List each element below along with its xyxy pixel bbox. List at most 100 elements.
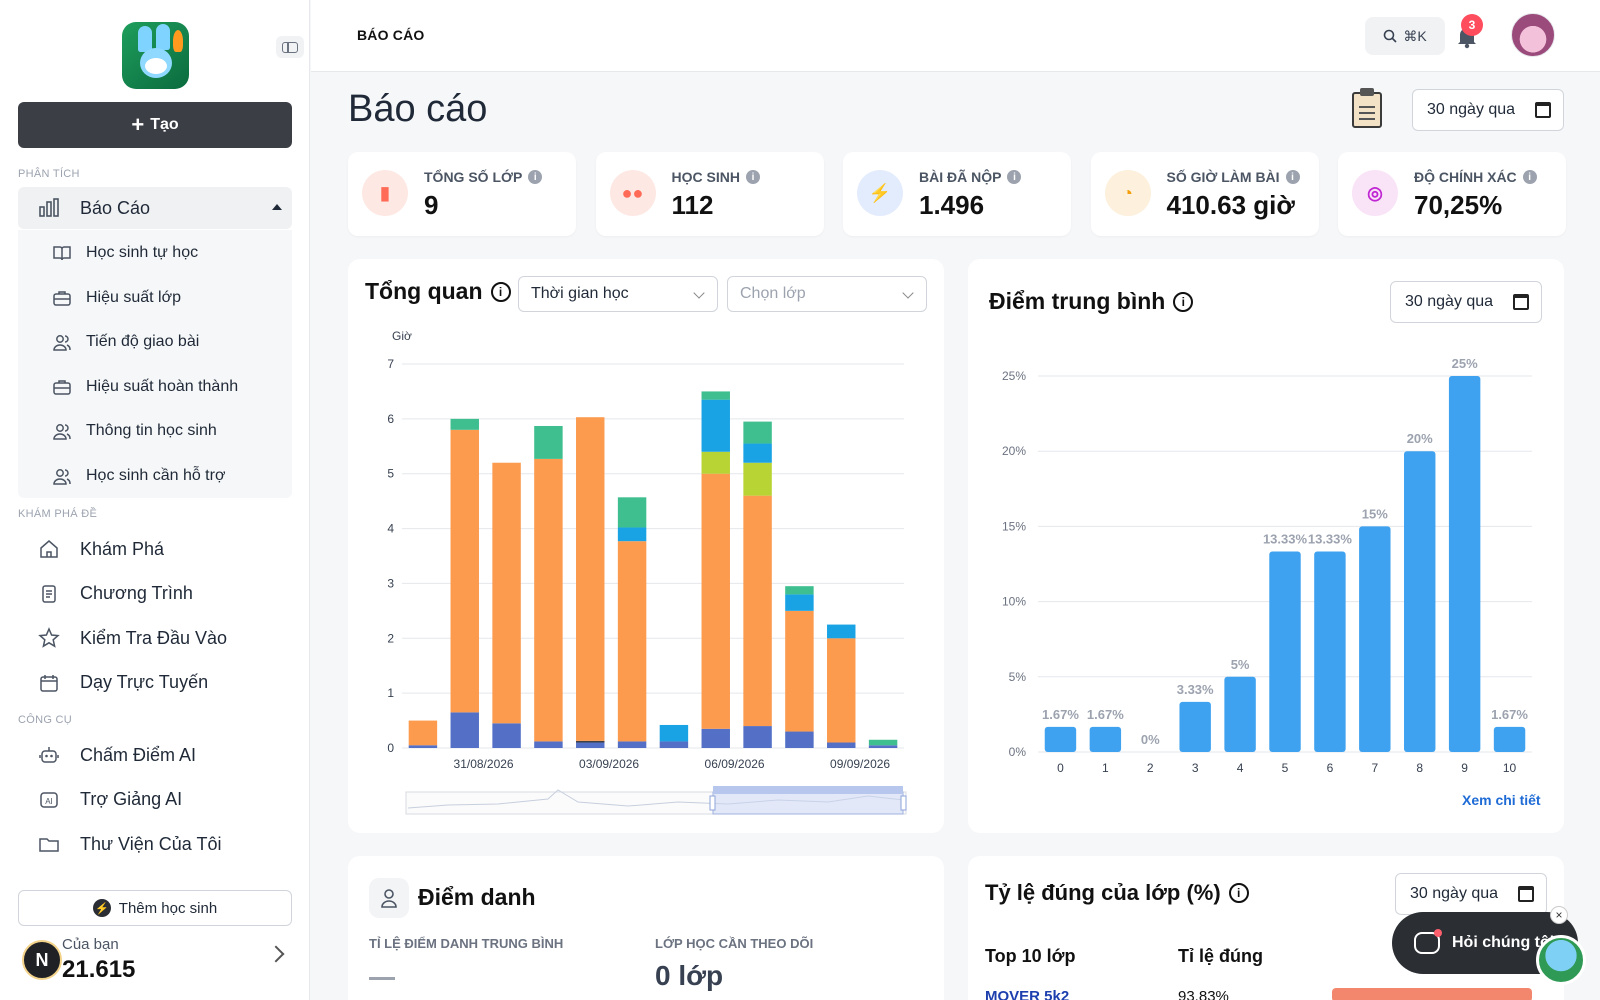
class-accuracy-value: 93.83% (1178, 988, 1229, 1000)
logo-ear (138, 26, 152, 52)
y-tick-label: 6 (387, 412, 394, 426)
y-tick-label: 0 (387, 741, 394, 755)
search-button[interactable]: ⌘K (1365, 17, 1445, 55)
target-icon: ◎ (1352, 170, 1398, 216)
bar-chart-icon (38, 197, 60, 219)
class-name-link[interactable]: MOVER 5k2 (985, 988, 1070, 1000)
attendance-panel (348, 856, 944, 1000)
sidebar-subitem-3[interactable]: Hiệu suất hoàn thành (18, 367, 292, 407)
metric-select-value: Thời gian học (531, 285, 629, 302)
info-icon[interactable]: i (490, 281, 511, 302)
bar (1089, 726, 1122, 752)
report-clipboard-icon[interactable] (1352, 88, 1382, 128)
stat-label: SỐ GIỜ LÀM BÀI (1166, 169, 1280, 185)
chat-label: Hỏi chúng tôi (1452, 934, 1555, 951)
app-logo[interactable] (122, 22, 189, 89)
briefcase-icon (52, 377, 72, 397)
y-tick-label: 10% (1002, 595, 1026, 609)
avg-attendance-label: TỈ LỆ ĐIỂM DANH TRUNG BÌNH (369, 936, 564, 951)
sidebar-item-tool-2[interactable]: Thư Viện Của Tôi (18, 823, 292, 865)
bar-segment (701, 391, 730, 400)
stat-card: ●● HỌC SINH i 112 (595, 152, 824, 236)
bar-segment (743, 421, 772, 444)
stat-card: ▮ TỔNG SỐ LỚP i 9 (348, 152, 576, 236)
points-label: Của bạn (62, 936, 119, 953)
metric-select[interactable]: Thời gian học (518, 276, 718, 312)
sidebar-item-tool-0[interactable]: Chấm Điểm AI (18, 734, 292, 776)
data-label: 1.67% (1087, 707, 1124, 722)
support-avatar[interactable] (1536, 935, 1586, 985)
sidebar-item-explore-1[interactable]: Chương Trình (18, 573, 292, 615)
sidebar-item-report[interactable]: Báo Cáo (18, 187, 292, 229)
info-icon[interactable]: i (1228, 883, 1249, 903)
bar-segment (701, 399, 730, 452)
bar-segment (450, 429, 479, 713)
sidebar-item-label: Học sinh cần hỗ trợ (86, 466, 226, 484)
user-avatar[interactable] (1511, 13, 1555, 57)
bar-segment (785, 731, 814, 748)
x-tick-label: 4 (1237, 761, 1244, 775)
y-tick-label: 5% (1009, 670, 1027, 684)
add-student-button[interactable]: ⚡ Thêm học sinh (18, 890, 292, 926)
book-icon (52, 243, 72, 263)
class-accuracy-date-picker[interactable]: 30 ngày qua (1395, 873, 1547, 915)
bar-segment (534, 741, 563, 748)
info-icon[interactable]: i (1522, 170, 1537, 184)
search-icon (1384, 29, 1397, 43)
y-tick-label: 0% (1009, 745, 1027, 759)
calendar-icon (1535, 102, 1551, 118)
sidebar-subitem-2[interactable]: Tiến độ giao bài (18, 322, 292, 362)
x-tick-label: 0 (1057, 761, 1064, 775)
sidebar: + Tạo PHÂN TÍCH Báo Cáo Học sinh tự học H… (0, 0, 310, 1000)
sidebar-subitem-0[interactable]: Học sinh tự học (18, 233, 292, 273)
sidebar-subitem-1[interactable]: Hiệu suất lớp (18, 278, 292, 318)
sidebar-item-label: Chấm Điểm AI (80, 744, 197, 765)
bar-segment (450, 418, 479, 430)
date-range-picker[interactable]: 30 ngày qua (1412, 89, 1564, 131)
sidebar-item-tool-1[interactable]: AI Trợ Giảng AI (18, 779, 292, 821)
calendar-icon (38, 672, 60, 694)
sidebar-collapse-button[interactable] (276, 36, 304, 58)
info-icon[interactable]: i (1173, 291, 1194, 312)
bar-segment (408, 720, 438, 746)
bar-segment (827, 742, 856, 748)
sidebar-subitem-5[interactable]: Học sinh cần hỗ trợ (18, 456, 292, 496)
average-date-picker[interactable]: 30 ngày qua (1390, 281, 1542, 323)
home-icon (38, 538, 60, 560)
stat-label-row: ĐỘ CHÍNH XÁC i (1414, 169, 1537, 185)
sidebar-item-explore-0[interactable]: Khám Phá (18, 528, 292, 570)
stat-value: 70,25% (1414, 190, 1503, 220)
x-tick-label: 7 (1371, 761, 1378, 775)
info-icon[interactable]: i (745, 170, 760, 184)
sidebar-subitem-4[interactable]: Thông tin học sinh (18, 411, 292, 451)
sidebar-item-explore-3[interactable]: Dạy Trực Tuyến (18, 662, 292, 704)
user-initial-avatar[interactable]: N (22, 940, 62, 980)
info-icon[interactable]: i (528, 170, 543, 184)
view-details-link[interactable]: Xem chi tiết (1462, 792, 1541, 808)
class-select[interactable]: Chọn lớp (727, 276, 927, 312)
sidebar-item-label: Chương Trình (80, 583, 193, 603)
y-axis-label: Giờ (392, 329, 412, 343)
follow-classes-label: LỚP HỌC CẦN THEO DÕI (655, 936, 814, 951)
stat-value: 410.63 giờ (1166, 190, 1295, 220)
stat-label-row: BÀI ĐÃ NỘP i (919, 169, 1022, 185)
breadcrumb: BÁO CÁO (357, 27, 425, 43)
y-tick-label: 3 (387, 576, 394, 590)
bar-segment (659, 741, 689, 748)
close-icon[interactable]: × (1550, 906, 1568, 924)
search-shortcut: ⌘K (1403, 27, 1427, 44)
star-icon (38, 627, 60, 649)
sidebar-item-explore-2[interactable]: Kiểm Tra Đầu Vào (18, 617, 292, 659)
attendance-title: Điểm danh (418, 884, 536, 910)
bar-segment (617, 497, 647, 528)
create-button[interactable]: + Tạo (18, 102, 292, 148)
plus-icon: + (131, 112, 145, 137)
section-analytics: PHÂN TÍCH (18, 168, 80, 180)
stat-label: ĐỘ CHÍNH XÁC (1414, 169, 1517, 185)
info-icon[interactable]: i (1285, 170, 1300, 184)
info-icon[interactable]: i (1007, 170, 1022, 184)
briefcase-icon (52, 288, 72, 308)
y-tick-label: 20% (1002, 444, 1026, 458)
lightning-icon: ⚡ (92, 899, 111, 917)
chevron-right-icon[interactable] (267, 945, 285, 963)
